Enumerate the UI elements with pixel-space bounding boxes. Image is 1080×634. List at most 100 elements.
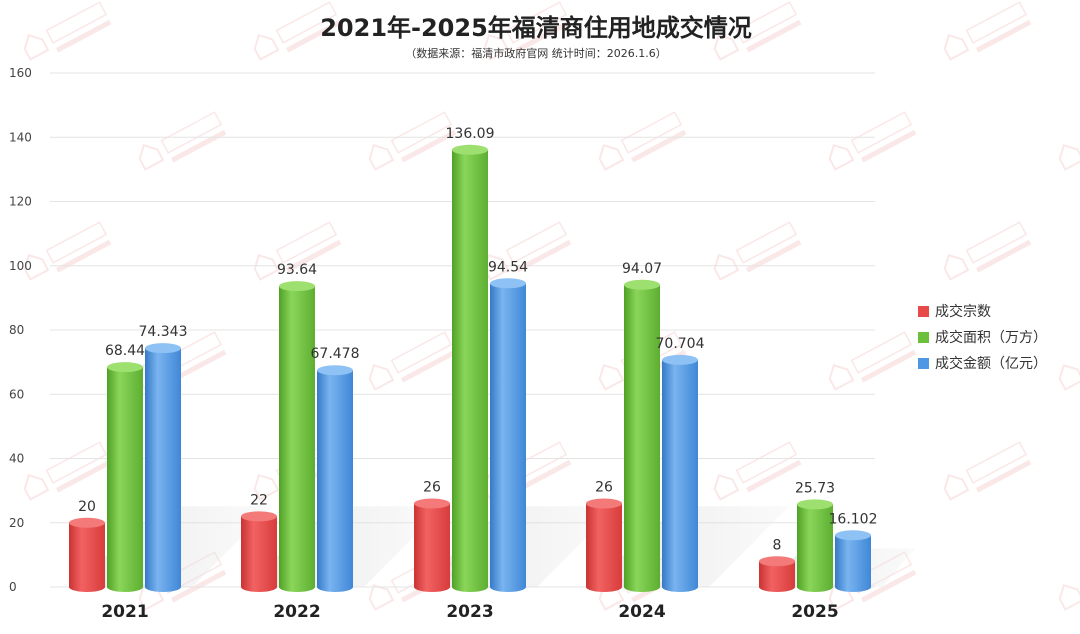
data-label: 8 <box>773 537 782 553</box>
bar-2025-2 <box>835 530 871 592</box>
data-label: 26 <box>595 479 613 495</box>
legend-label: 成交金额（亿元） <box>935 355 1047 372</box>
y-tick-label: 20 <box>9 516 24 530</box>
y-tick-label: 100 <box>9 259 32 273</box>
x-tick-label: 2021 <box>101 602 148 622</box>
bar-2023-1 <box>452 144 488 592</box>
watermark-mark <box>483 1 572 61</box>
legend-label: 成交宗数 <box>935 303 991 320</box>
bar-top <box>279 281 315 292</box>
bar-2021-2 <box>145 343 181 592</box>
x-tick-label: 2023 <box>446 602 493 622</box>
y-axis: 0 20 40 60 80 100 120 140 160 <box>9 66 32 594</box>
bar-2023-2 <box>490 278 526 592</box>
y-tick-label: 80 <box>9 323 24 337</box>
bar-body <box>759 561 795 592</box>
y-tick-label: 60 <box>9 387 24 401</box>
data-label: 93.64 <box>277 262 317 278</box>
bar-top <box>452 144 488 155</box>
bar-body <box>414 503 450 592</box>
y-tick-label: 40 <box>9 452 24 466</box>
bar-2021-0 <box>69 517 105 592</box>
watermark-mark <box>1058 364 1080 391</box>
legend-swatch <box>918 306 929 317</box>
x-tick-label: 2022 <box>273 602 320 622</box>
bars <box>69 144 871 592</box>
bar-body <box>145 348 181 592</box>
bar-2024-0 <box>586 498 622 592</box>
bar-2022-2 <box>317 365 353 592</box>
chart-title: 2021年-2025年福清商住用地成交情况 <box>320 14 752 42</box>
bar-2025-1 <box>797 499 833 592</box>
bar-top <box>107 362 143 373</box>
y-tick-label: 160 <box>9 66 32 80</box>
bar-2023-0 <box>414 498 450 592</box>
watermark-mark <box>368 331 457 391</box>
watermark-mark <box>1058 584 1080 611</box>
bar-top <box>241 511 277 522</box>
data-label: 26 <box>423 479 441 495</box>
bar-body <box>107 367 143 592</box>
watermark-mark <box>253 1 342 61</box>
bar-body <box>317 370 353 592</box>
bar-body <box>490 283 526 592</box>
data-label: 25.73 <box>795 480 835 496</box>
bar-body <box>452 149 488 592</box>
bar-2024-2 <box>662 354 698 592</box>
watermark-mark <box>23 221 112 281</box>
x-axis: 2021 2022 2023 2024 2025 <box>101 602 838 622</box>
data-label: 94.54 <box>488 259 528 275</box>
watermark-mark <box>828 111 917 171</box>
chart-subtitle: （数据来源：福清市政府官网 统计时间：2026.1.6） <box>405 46 666 60</box>
bar-top <box>414 498 450 509</box>
y-tick-label: 0 <box>9 580 17 594</box>
data-label: 74.343 <box>139 324 188 340</box>
data-label: 136.09 <box>446 126 495 142</box>
watermark-mark <box>943 441 1032 501</box>
bar-body <box>835 535 871 592</box>
bar-top <box>490 278 526 289</box>
watermark-mark <box>138 111 227 171</box>
bar-body <box>241 516 277 592</box>
y-tick-label: 140 <box>9 130 32 144</box>
legend-swatch <box>918 332 929 343</box>
watermark-mark <box>253 221 342 281</box>
bar-top <box>69 517 105 528</box>
bar-top <box>797 499 833 510</box>
x-tick-label: 2024 <box>618 602 665 622</box>
watermark-mark <box>23 1 112 61</box>
watermark-mark <box>713 221 802 281</box>
bar-body <box>797 504 833 592</box>
watermark-mark <box>943 1 1032 61</box>
watermark-mark <box>713 1 802 61</box>
x-tick-label: 2025 <box>791 602 838 622</box>
bar-body <box>69 522 105 592</box>
bar-top <box>317 365 353 376</box>
bar-2021-1 <box>107 362 143 592</box>
watermark-mark <box>598 111 687 171</box>
bar-top <box>835 530 871 541</box>
bar-2025-0 <box>759 556 795 592</box>
data-label: 67.478 <box>311 346 360 362</box>
watermark-mark <box>943 221 1032 281</box>
bar-body <box>624 284 660 592</box>
data-labels: 20 68.44 74.343 22 93.64 67.478 26 136.09 94.54 2… <box>78 126 877 553</box>
bar-body <box>662 359 698 592</box>
data-label: 20 <box>78 499 96 515</box>
y-tick-label: 120 <box>9 195 32 209</box>
data-label: 16.102 <box>829 511 878 527</box>
watermark-mark <box>713 441 802 501</box>
bar-2024-1 <box>624 279 660 592</box>
watermark-mark <box>23 441 112 501</box>
data-label: 94.07 <box>622 261 662 277</box>
bar-body <box>279 286 315 592</box>
bar-top <box>145 343 181 354</box>
bar-body <box>586 503 622 592</box>
data-label: 68.44 <box>105 343 145 359</box>
bar-top <box>586 498 622 509</box>
data-label: 70.704 <box>656 336 705 352</box>
watermark-mark <box>368 111 457 171</box>
watermark-mark <box>828 331 917 391</box>
